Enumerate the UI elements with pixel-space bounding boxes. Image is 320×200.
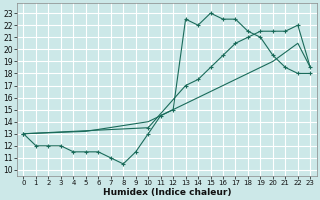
- X-axis label: Humidex (Indice chaleur): Humidex (Indice chaleur): [103, 188, 231, 197]
